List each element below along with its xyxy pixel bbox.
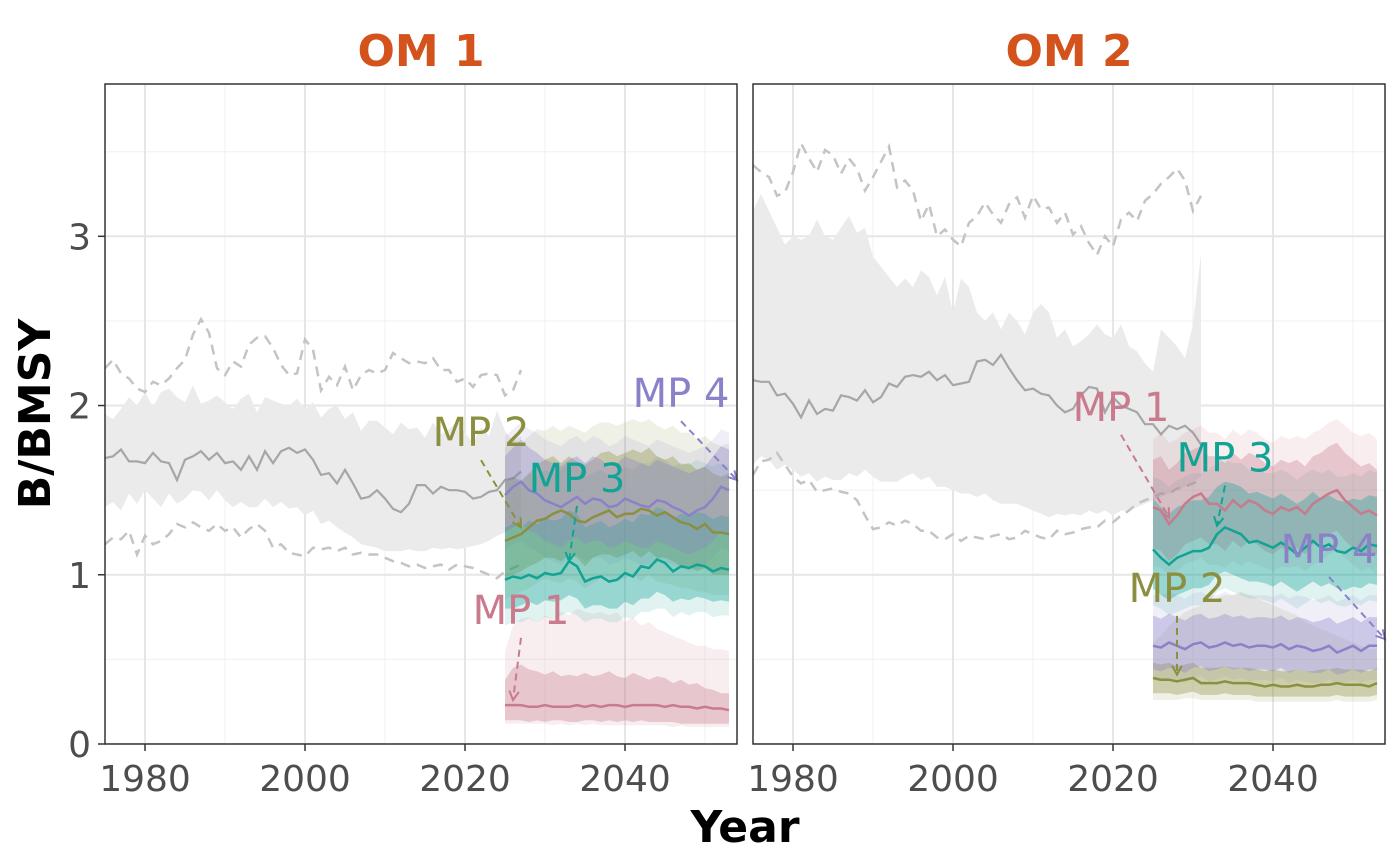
mp-3-median-line bbox=[504, 558, 730, 584]
mp-4-label: MP 4 bbox=[1281, 527, 1378, 573]
x-tick-label: 1980 bbox=[99, 759, 191, 800]
historical-median-line bbox=[753, 352, 1202, 446]
mp-2-median-line bbox=[504, 507, 730, 543]
x-tick-label: 2040 bbox=[579, 759, 671, 800]
mp-1-median-line bbox=[505, 703, 730, 712]
panel-om-1-title: OM 1 bbox=[357, 26, 484, 77]
mp-2-band bbox=[505, 447, 729, 579]
x-tick-label: 2020 bbox=[419, 759, 511, 800]
mp-3-label-connector bbox=[1216, 485, 1226, 526]
mp-1-band bbox=[505, 664, 729, 724]
mp-1-band bbox=[1153, 442, 1377, 562]
mp-1-outer-band bbox=[1153, 419, 1377, 575]
mp-4-label: MP 4 bbox=[633, 371, 730, 417]
panel-om-2-border bbox=[752, 83, 1386, 745]
mp-2-label: MP 2 bbox=[433, 410, 530, 456]
mp-1-label-connector bbox=[1120, 434, 1170, 518]
mp-4-label-connector bbox=[1328, 576, 1386, 640]
mp-3-band bbox=[505, 507, 729, 609]
mp-4-band bbox=[1153, 613, 1377, 675]
x-tick-label: 2020 bbox=[1067, 759, 1159, 800]
y-tick-label: 0 bbox=[68, 725, 91, 766]
historical-lower-line bbox=[105, 520, 522, 580]
panel-om-1-plot-area bbox=[105, 316, 730, 728]
x-tick-label: 2000 bbox=[907, 759, 999, 800]
mp-3-median-line bbox=[1152, 525, 1378, 567]
mp-3-label: MP 3 bbox=[529, 456, 626, 502]
mp-2-label-arrowhead bbox=[1171, 665, 1183, 677]
mp-1-outer-band bbox=[505, 608, 729, 728]
y-tick-label: 3 bbox=[68, 217, 91, 258]
mp-2-label-connector bbox=[480, 459, 522, 528]
panel-om-1-border bbox=[104, 83, 738, 745]
y-tick-label: 1 bbox=[68, 556, 91, 597]
mp-2-label-arrowhead bbox=[511, 517, 523, 530]
mp-1-median-line bbox=[1152, 488, 1378, 527]
mp-1-label-connector bbox=[512, 637, 522, 701]
mp-3-outer-band bbox=[505, 456, 729, 626]
panel-om-1: MP 1 MP 2MP 3MP 4 OM 1 1980 2000 2020 2040 0 1 2 3 bbox=[68, 26, 739, 800]
mp-3-label-connector bbox=[568, 505, 578, 562]
x-tick-label: 2000 bbox=[259, 759, 351, 800]
panel-om-2-plot-area bbox=[753, 139, 1378, 702]
mp-3-label-arrowhead bbox=[1213, 515, 1225, 528]
historical-band bbox=[105, 385, 521, 552]
x-tick-label: 2040 bbox=[1227, 759, 1319, 800]
x-tick-label: 1980 bbox=[747, 759, 839, 800]
mp-4-median-line bbox=[504, 480, 730, 517]
mp-2-band bbox=[1153, 662, 1377, 697]
mp-3-label-arrowhead bbox=[564, 551, 576, 564]
mp-3-band bbox=[1153, 481, 1377, 601]
mp-1-label-arrowhead bbox=[1159, 507, 1171, 520]
panel-om-2-title: OM 2 bbox=[1005, 26, 1132, 77]
mp-4-outer-band bbox=[1153, 591, 1377, 685]
historical-upper-line bbox=[753, 139, 1203, 258]
mp-1-label: MP 1 bbox=[1073, 385, 1170, 431]
mp-2-label: MP 2 bbox=[1129, 566, 1226, 612]
mp-4-median-line bbox=[1152, 641, 1377, 655]
mp-4-band bbox=[505, 439, 729, 555]
y-axis-title: B/BMSY bbox=[10, 318, 61, 510]
mp-4-label-connector bbox=[680, 420, 738, 481]
x-axis-title: Year bbox=[689, 802, 799, 853]
mp-2-outer-band bbox=[505, 419, 729, 601]
panel-om-2: MP 1 MP 2 MP 3MP 4 OM 2 1980 2000 2020 2040 bbox=[747, 26, 1387, 800]
mp-4-outer-band bbox=[505, 422, 729, 572]
mp-1-label-arrowhead bbox=[508, 690, 520, 703]
historical-median-line bbox=[105, 446, 522, 514]
mp-2-median-line bbox=[1152, 676, 1378, 688]
historical-band bbox=[753, 194, 1201, 518]
mp-1-label: MP 1 bbox=[473, 588, 570, 634]
y-tick-label: 2 bbox=[68, 387, 91, 428]
historical-lower-line bbox=[753, 451, 1202, 543]
mp-3-label: MP 3 bbox=[1177, 436, 1274, 482]
